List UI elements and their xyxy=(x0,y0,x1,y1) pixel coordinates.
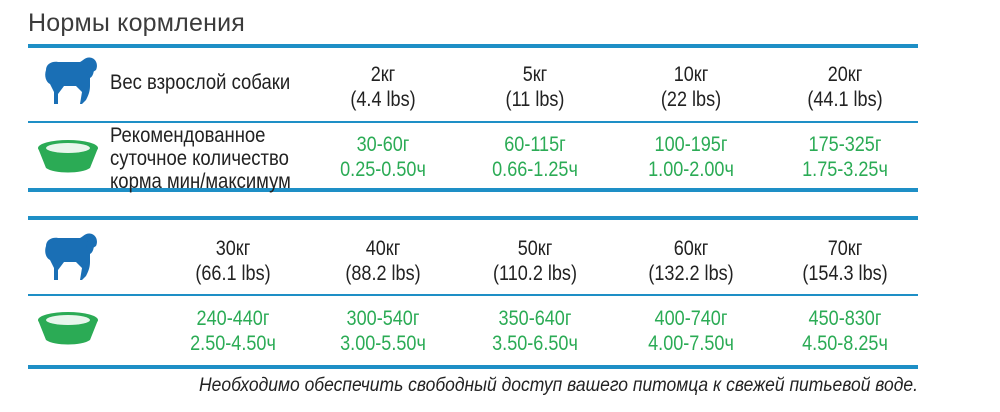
food-grams: 175-325г xyxy=(808,133,882,156)
weight-kg: 2кг xyxy=(370,63,396,86)
t1-col1-weight: 2кг (4.4 lbs) xyxy=(327,62,439,112)
weight-lbs: (132.2 lbs) xyxy=(648,262,734,285)
weight-label: Вес взрослой собаки xyxy=(110,71,291,94)
weight-lbs: (11 lbs) xyxy=(505,88,565,111)
food-cups: 0.66-1.25ч xyxy=(492,158,578,181)
food-grams: 300-540г xyxy=(346,307,420,330)
weight-kg: 40кг xyxy=(365,237,401,260)
t2-col4-food: 400-740г 4.00-7.50ч xyxy=(635,306,747,356)
table2-top-rule xyxy=(28,216,918,220)
food-label-line: Рекомендованное xyxy=(110,124,266,147)
t1-col4-weight: 20кг (44.1 lbs) xyxy=(789,62,901,112)
weight-kg: 60кг xyxy=(673,237,709,260)
food-label-line: суточное количество xyxy=(110,147,289,170)
food-cups: 4.50-8.25ч xyxy=(802,332,888,355)
food-grams: 60-115г xyxy=(504,133,566,156)
weight-kg: 20кг xyxy=(827,63,863,86)
dog-icon xyxy=(40,232,100,287)
weight-lbs: (44.1 lbs) xyxy=(807,88,883,111)
table2-bottom-rule xyxy=(28,365,918,369)
weight-kg: 10кг xyxy=(673,63,709,86)
page-title: Нормы кормления xyxy=(28,9,245,37)
food-grams: 400-740г xyxy=(654,307,728,330)
weight-kg: 5кг xyxy=(522,63,548,86)
t2-col2-weight: 40кг (88.2 lbs) xyxy=(327,236,439,286)
table1-mid-rule xyxy=(28,121,918,123)
t2-col2-food: 300-540г 3.00-5.50ч xyxy=(327,306,439,356)
food-cups: 4.00-7.50ч xyxy=(648,332,734,355)
t1-col1-food: 30-60г 0.25-0.50ч xyxy=(327,132,439,182)
footnote: Необходимо обеспечить свободный доступ в… xyxy=(199,375,918,396)
food-bowl-icon xyxy=(34,138,102,181)
weight-lbs: (22 lbs) xyxy=(660,88,722,111)
weight-kg: 70кг xyxy=(827,237,863,260)
t1-col3-weight: 10кг (22 lbs) xyxy=(635,62,747,112)
t1-col4-food: 175-325г 1.75-3.25ч xyxy=(789,132,901,182)
weight-kg: 30кг xyxy=(215,237,251,260)
weight-lbs: (154.3 lbs) xyxy=(802,262,888,285)
food-label-line: корма мин/максимум xyxy=(110,170,291,193)
table1-top-rule xyxy=(28,44,918,48)
food-grams: 350-640г xyxy=(498,307,572,330)
food-cups: 1.00-2.00ч xyxy=(648,158,734,181)
t2-col4-weight: 60кг (132.2 lbs) xyxy=(635,236,747,286)
weight-lbs: (4.4 lbs) xyxy=(350,88,416,111)
t2-col5-food: 450-830г 4.50-8.25ч xyxy=(789,306,901,356)
food-label: Рекомендованное суточное количество корм… xyxy=(110,124,291,193)
weight-lbs: (88.2 lbs) xyxy=(345,262,421,285)
t2-col5-weight: 70кг (154.3 lbs) xyxy=(789,236,901,286)
food-cups: 2.50-4.50ч xyxy=(190,332,276,355)
weight-kg: 50кг xyxy=(517,237,553,260)
t1-col2-weight: 5кг (11 lbs) xyxy=(479,62,591,112)
food-cups: 1.75-3.25ч xyxy=(802,158,888,181)
table1-bottom-rule xyxy=(28,188,918,192)
food-bowl-icon xyxy=(34,310,102,353)
food-grams: 30-60г xyxy=(356,133,410,156)
dog-icon xyxy=(40,56,100,111)
table2-mid-rule xyxy=(28,294,918,296)
t1-col3-food: 100-195г 1.00-2.00ч xyxy=(635,132,747,182)
t1-col2-food: 60-115г 0.66-1.25ч xyxy=(479,132,591,182)
t2-col3-food: 350-640г 3.50-6.50ч xyxy=(479,306,591,356)
food-cups: 3.50-6.50ч xyxy=(492,332,578,355)
weight-lbs: (66.1 lbs) xyxy=(195,262,271,285)
food-grams: 450-830г xyxy=(808,307,882,330)
food-grams: 240-440г xyxy=(196,307,270,330)
t2-col3-weight: 50кг (110.2 lbs) xyxy=(479,236,591,286)
food-cups: 0.25-0.50ч xyxy=(340,158,426,181)
t2-col1-weight: 30кг (66.1 lbs) xyxy=(177,236,289,286)
food-grams: 100-195г xyxy=(654,133,728,156)
t2-col1-food: 240-440г 2.50-4.50ч xyxy=(177,306,289,356)
food-cups: 3.00-5.50ч xyxy=(340,332,426,355)
weight-lbs: (110.2 lbs) xyxy=(492,262,577,285)
